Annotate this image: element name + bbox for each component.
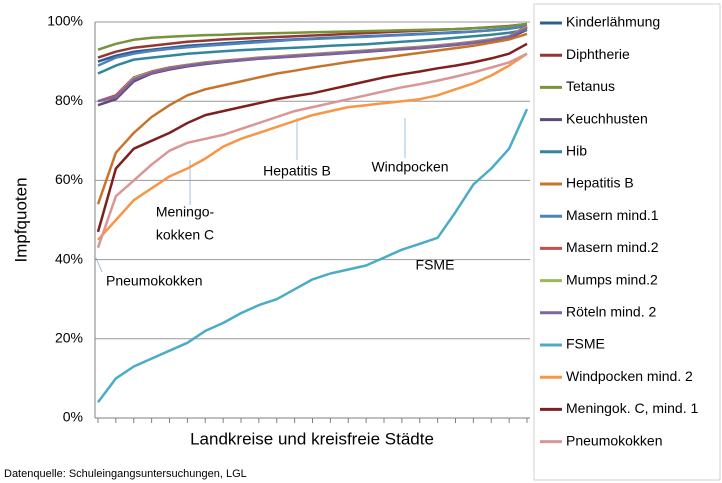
series-line (97, 26, 528, 103)
source: Datenquelle: Schuleingangsuntersuchungen… (4, 468, 247, 480)
annotation: kokken C (156, 227, 214, 243)
legend-label: Windpocken mind. 2 (566, 368, 693, 384)
series-line (97, 108, 529, 403)
legend-label: Masern mind.1 (566, 207, 659, 223)
series-line (97, 28, 528, 75)
legend-label: Meningok. C, mind. 1 (566, 400, 698, 416)
series-line (97, 52, 528, 241)
leader-line (95, 257, 103, 273)
y-tick-label: 40% (55, 250, 83, 266)
y-tick-label: 80% (55, 92, 83, 108)
x-axis-label: Landkreise und kreisfreie Städte (190, 429, 434, 448)
series-line (97, 24, 528, 67)
annotation: Windpocken (371, 159, 448, 175)
y-axis-label: Impfquoten (11, 177, 30, 262)
legend-label: Hepatitis B (566, 175, 634, 191)
annotation: Meningo- (156, 204, 215, 220)
annotation: FSME (416, 257, 455, 273)
annotation: Pneumokokken (106, 273, 203, 289)
y-tick-label: 60% (55, 171, 83, 187)
series-line (97, 22, 528, 51)
legend-label: Röteln mind. 2 (566, 304, 656, 320)
legend-label: Hib (566, 143, 587, 159)
annotation: Hepatitis B (263, 163, 331, 179)
series-line (96, 42, 528, 233)
legend-label: Masern mind.2 (566, 239, 659, 255)
legend-label: Keuchhusten (566, 110, 648, 126)
y-tick-label: 0% (63, 409, 83, 425)
legend-label: Mumps mind.2 (566, 271, 658, 287)
legend-label: Diphtherie (566, 46, 630, 62)
series-line (96, 32, 528, 205)
y-tick-label: 20% (55, 330, 83, 346)
legend-label: Kinderlähmung (566, 14, 660, 30)
legend-box (533, 3, 721, 481)
series-line (96, 52, 528, 249)
legend-label: Tetanus (566, 78, 615, 94)
legend-label: FSME (566, 336, 605, 352)
legend-label: Pneumokokken (566, 432, 663, 448)
y-tick-label: 100% (47, 13, 83, 29)
